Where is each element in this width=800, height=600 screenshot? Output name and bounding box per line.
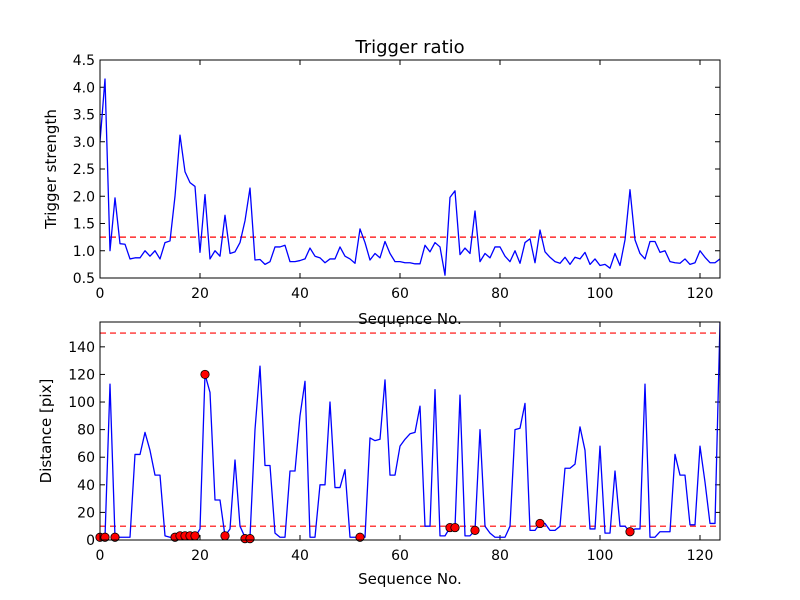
bottom-marker xyxy=(450,522,460,533)
bottom-x-tick-labels: 0 20 40 60 80 100 120 xyxy=(96,548,714,564)
top-y-tick-label: 2.5 xyxy=(73,162,95,178)
bottom-y-tick-label: 120 xyxy=(68,367,95,383)
bottom-marker xyxy=(355,532,365,542)
top-plot-frame xyxy=(99,59,721,279)
distance-series xyxy=(100,322,720,538)
top-tick-marks xyxy=(99,59,720,279)
bottom-threshold-lines xyxy=(100,332,720,527)
top-x-tick-label: 20 xyxy=(191,286,209,302)
chart-title: Trigger ratio xyxy=(354,37,464,58)
top-x-tick-label: 0 xyxy=(96,286,105,302)
bottom-marker xyxy=(110,532,120,542)
top-x-tick-label: 60 xyxy=(391,286,409,302)
top-y-tick-label: 0.5 xyxy=(73,271,95,287)
bottom-y-tick-label: 0 xyxy=(86,533,95,549)
bottom-x-tick-label: 60 xyxy=(391,548,409,564)
top-y-tick-label: 1.5 xyxy=(73,217,95,233)
top-series-line xyxy=(100,78,720,276)
bottom-marker xyxy=(245,534,255,544)
bottom-marker xyxy=(535,518,545,529)
bottom-plot-frame xyxy=(99,321,721,541)
bottom-y-tick-label: 20 xyxy=(77,505,95,521)
bottom-tick-marks xyxy=(99,322,720,541)
bottom-x-tick-label: 40 xyxy=(291,548,309,564)
trigger-ratio-chart: Trigger ratio 0 20 40 60 80 100 120 0.5 1.0 1.5 2… xyxy=(42,37,721,328)
bottom-x-tick-label: 100 xyxy=(587,548,614,564)
bottom-y-tick-label: 140 xyxy=(68,340,95,356)
top-y-axis-label: Trigger strength xyxy=(42,109,60,230)
bottom-marker xyxy=(200,369,210,380)
bottom-y-tick-label: 100 xyxy=(68,395,95,411)
top-x-tick-label: 40 xyxy=(291,286,309,302)
bottom-y-tick-labels: 0 20 40 60 80 100 120 140 xyxy=(68,340,95,549)
top-x-tick-labels: 0 20 40 60 80 100 120 xyxy=(96,286,714,302)
bottom-marker xyxy=(190,531,200,541)
bottom-y-tick-label: 40 xyxy=(77,478,95,494)
top-y-tick-label: 4.5 xyxy=(73,53,95,69)
top-y-tick-label: 3.0 xyxy=(73,135,95,151)
top-y-tick-labels: 0.5 1.0 1.5 2.0 2.5 3.0 3.5 4.0 4.5 xyxy=(73,53,95,287)
top-x-tick-label: 80 xyxy=(491,286,509,302)
bottom-x-tick-label: 80 xyxy=(491,548,509,564)
bottom-marker xyxy=(220,531,230,541)
bottom-series-line xyxy=(100,322,720,538)
top-y-tick-label: 4.0 xyxy=(73,80,95,96)
top-x-tick-label: 100 xyxy=(587,286,614,302)
bottom-x-tick-label: 120 xyxy=(687,548,714,564)
top-y-tick-label: 3.5 xyxy=(73,108,95,124)
bottom-y-tick-label: 80 xyxy=(77,423,95,439)
top-x-axis-label: Sequence No. xyxy=(358,310,462,328)
bottom-x-tick-label: 20 xyxy=(191,548,209,564)
top-y-tick-label: 2.0 xyxy=(73,189,95,205)
trigger-strength-series xyxy=(100,78,720,276)
bottom-marker xyxy=(100,532,110,542)
distance-chart: 0 20 40 60 80 100 120 0 20 40 60 80 100 120 140 Seque… xyxy=(37,321,721,588)
bottom-x-axis-label: Sequence No. xyxy=(358,570,462,588)
distance-markers xyxy=(95,369,635,544)
top-y-tick-label: 1.0 xyxy=(73,244,95,260)
bottom-marker xyxy=(470,525,480,535)
bottom-y-axis-label: Distance [pix] xyxy=(37,379,55,484)
bottom-marker xyxy=(625,527,635,537)
bottom-y-tick-label: 60 xyxy=(77,450,95,466)
bottom-x-tick-label: 0 xyxy=(96,548,105,564)
top-x-tick-label: 120 xyxy=(687,286,714,302)
